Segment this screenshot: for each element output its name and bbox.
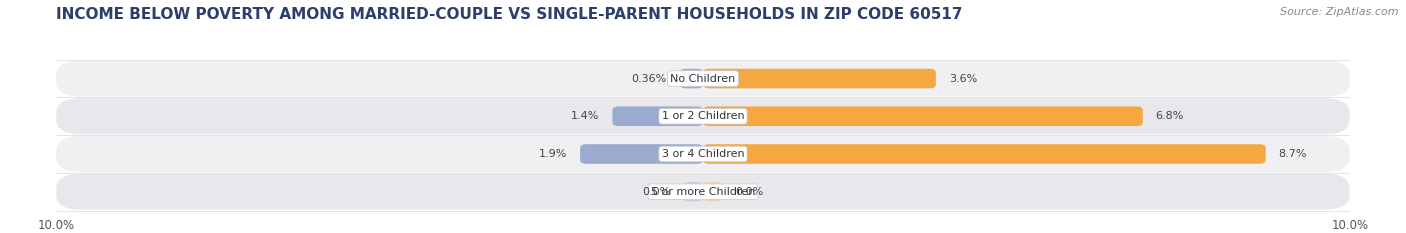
Text: 1.4%: 1.4% bbox=[571, 111, 599, 121]
FancyBboxPatch shape bbox=[703, 182, 723, 202]
Text: 1 or 2 Children: 1 or 2 Children bbox=[662, 111, 744, 121]
FancyBboxPatch shape bbox=[679, 69, 703, 88]
Text: 3.6%: 3.6% bbox=[949, 74, 977, 84]
Text: INCOME BELOW POVERTY AMONG MARRIED-COUPLE VS SINGLE-PARENT HOUSEHOLDS IN ZIP COD: INCOME BELOW POVERTY AMONG MARRIED-COUPL… bbox=[56, 7, 963, 22]
Text: 0.0%: 0.0% bbox=[735, 187, 763, 197]
FancyBboxPatch shape bbox=[581, 144, 703, 164]
FancyBboxPatch shape bbox=[613, 106, 703, 126]
Text: 0.36%: 0.36% bbox=[631, 74, 666, 84]
Text: No Children: No Children bbox=[671, 74, 735, 84]
Text: 3 or 4 Children: 3 or 4 Children bbox=[662, 149, 744, 159]
FancyBboxPatch shape bbox=[703, 69, 936, 88]
Text: 5 or more Children: 5 or more Children bbox=[651, 187, 755, 197]
Text: 8.7%: 8.7% bbox=[1278, 149, 1308, 159]
FancyBboxPatch shape bbox=[56, 136, 1350, 172]
FancyBboxPatch shape bbox=[703, 144, 1265, 164]
FancyBboxPatch shape bbox=[56, 60, 1350, 97]
Text: 6.8%: 6.8% bbox=[1156, 111, 1184, 121]
FancyBboxPatch shape bbox=[56, 98, 1350, 134]
Text: 1.9%: 1.9% bbox=[538, 149, 567, 159]
FancyBboxPatch shape bbox=[683, 182, 703, 202]
Text: Source: ZipAtlas.com: Source: ZipAtlas.com bbox=[1281, 7, 1399, 17]
FancyBboxPatch shape bbox=[56, 174, 1350, 210]
FancyBboxPatch shape bbox=[703, 106, 1143, 126]
Text: 0.0%: 0.0% bbox=[643, 187, 671, 197]
